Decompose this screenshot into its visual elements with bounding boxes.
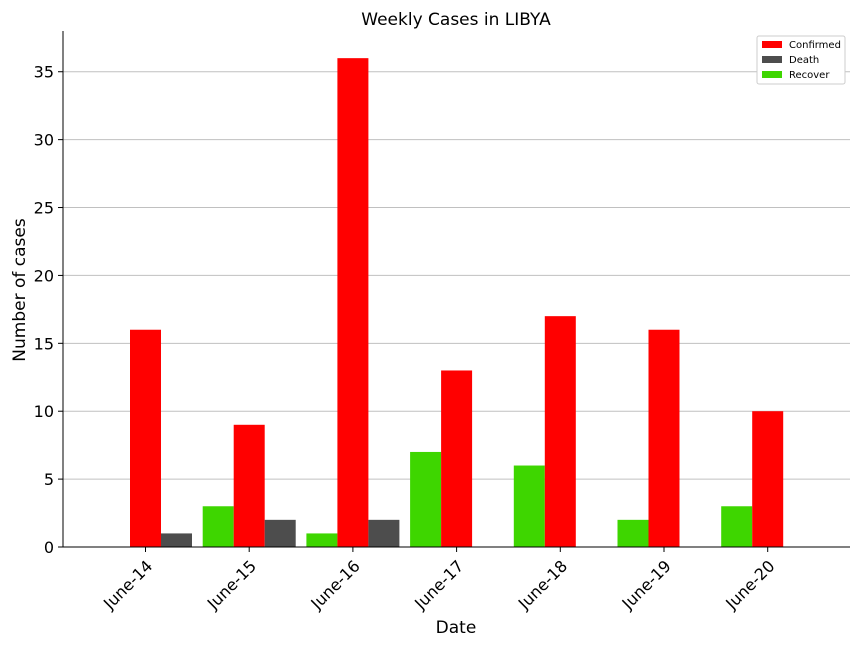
bar-recover <box>617 519 649 547</box>
bar-confirmed <box>337 58 369 547</box>
x-ticks: June-14 June-15 June-16 June-17 June-18 June-… <box>99 547 779 614</box>
y-tick-label: 10 <box>34 402 54 421</box>
bar-confirmed <box>544 316 576 547</box>
legend-label-death: Death <box>789 55 819 66</box>
x-axis-label: Date <box>436 618 477 638</box>
y-ticks: 0 5 10 15 20 25 30 35 <box>34 63 63 557</box>
bar-recover <box>410 451 442 547</box>
bar-recover <box>513 465 545 547</box>
bar-confirmed <box>233 424 265 547</box>
bar-death <box>264 519 296 547</box>
y-tick-label: 20 <box>34 266 54 285</box>
y-tick-label: 30 <box>34 131 54 150</box>
x-tick-label: June-19 <box>618 556 675 613</box>
bar-confirmed <box>441 370 473 547</box>
bar-confirmed <box>130 329 161 547</box>
x-tick-label: June-17 <box>410 556 467 613</box>
x-tick-label: June-20 <box>721 556 778 613</box>
x-tick-label: June-16 <box>306 556 363 613</box>
y-tick-label: 15 <box>34 334 54 353</box>
bar-confirmed <box>752 411 784 547</box>
bar-death <box>161 533 192 547</box>
bar-recover <box>306 533 338 547</box>
y-axis-label: Number of cases <box>10 218 30 362</box>
y-tick-label: 0 <box>44 538 54 557</box>
legend-label-recover: Recover <box>789 70 830 81</box>
legend-swatch-death <box>762 56 782 63</box>
x-tick-label: June-15 <box>203 556 260 613</box>
legend-label-confirmed: Confirmed <box>789 40 841 51</box>
legend-swatch-recover <box>762 71 782 78</box>
y-tick-label: 35 <box>34 63 54 82</box>
bar-recover <box>721 506 753 547</box>
bar-death <box>368 519 400 547</box>
legend: Confirmed Death Recover <box>756 35 846 85</box>
bar-confirmed <box>648 329 680 547</box>
x-tick-label: June-14 <box>99 556 156 613</box>
bar-recover <box>202 506 234 547</box>
gridlines <box>63 71 850 480</box>
legend-swatch-confirmed <box>762 41 782 48</box>
bars <box>130 58 784 547</box>
x-tick-label: June-18 <box>514 556 571 613</box>
chart-title: Weekly Cases in LIBYA <box>361 10 551 30</box>
y-tick-label: 25 <box>34 199 54 218</box>
y-tick-label: 5 <box>44 470 54 489</box>
